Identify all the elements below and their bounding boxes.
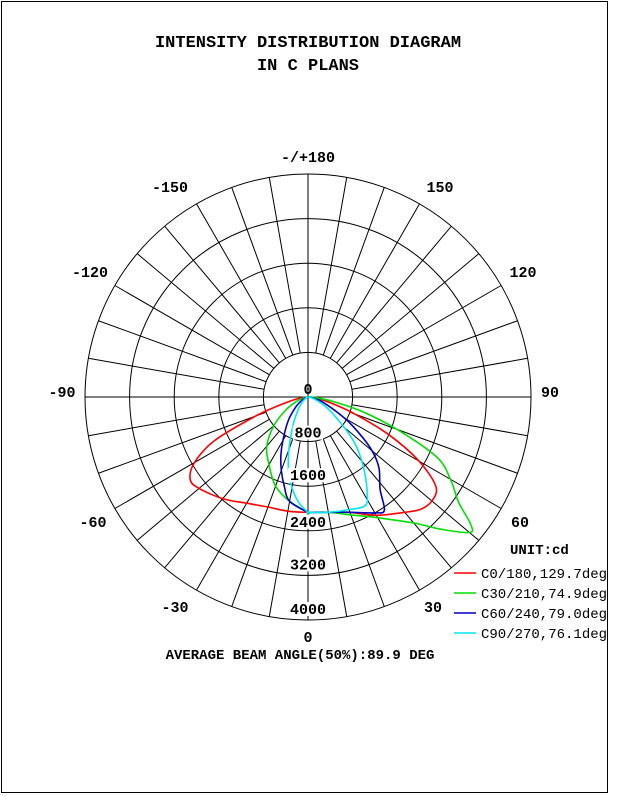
- angle-label: -90: [48, 385, 75, 402]
- angle-label: -120: [72, 265, 108, 282]
- radial-tick-bg: [288, 468, 328, 483]
- grid-spoke: [268, 177, 301, 354]
- radial-tick-label: 3200: [290, 557, 326, 574]
- radial-tick-label: 800: [294, 426, 321, 443]
- grid-spoke: [164, 225, 280, 364]
- grid-spoke: [88, 404, 265, 437]
- grid-spoke: [341, 253, 480, 369]
- grid-spoke: [136, 253, 275, 369]
- legend-entry: C90/270,76.1deg: [481, 627, 607, 643]
- footer-beam-angle: AVERAGE BEAM ANGLE(50%):89.9 DEG: [166, 648, 435, 664]
- grid-spoke: [336, 225, 452, 364]
- chart-title-line-2: IN C PLANS: [257, 57, 359, 76]
- angle-label: -60: [79, 515, 106, 532]
- grid-spoke: [329, 203, 420, 359]
- radial-tick-label: 4000: [290, 602, 326, 619]
- grid-spoke: [164, 430, 280, 569]
- radial-tick-label: 2400: [290, 515, 326, 532]
- grid-spoke: [114, 418, 270, 509]
- curves: [189, 396, 474, 534]
- grid-spoke: [341, 425, 480, 541]
- radial-tick-bg: [292, 425, 324, 440]
- angle-label: 120: [509, 265, 536, 282]
- grid-spoke: [98, 411, 267, 474]
- grid-spoke: [322, 187, 385, 356]
- series-curve-1: [265, 396, 474, 534]
- grid-spoke: [231, 187, 294, 356]
- radial-tick-label: 1600: [290, 468, 326, 485]
- grid-spoke: [196, 203, 287, 359]
- legend: C0/180,129.7deg C30/210,74.9deg C60/240,79…: [454, 567, 607, 643]
- angle-label: -/+180: [281, 150, 335, 167]
- series-curve-3: [287, 396, 369, 514]
- grid-spoke: [351, 404, 528, 437]
- grid-spoke: [322, 438, 385, 607]
- radial-tick-bg: [288, 602, 328, 616]
- angle-label: -30: [161, 600, 188, 617]
- grid-spoke: [336, 430, 452, 569]
- unit-label: UNIT:cd: [510, 543, 569, 559]
- legend-entry: C30/210,74.9deg: [481, 587, 607, 603]
- grid-spoke: [346, 418, 502, 509]
- grid-spoke: [136, 425, 275, 541]
- grid-spoke: [346, 285, 502, 376]
- grid-spoke: [349, 320, 518, 383]
- angle-label: 0: [303, 630, 312, 647]
- polar-grid: [84, 173, 532, 621]
- angle-label: 90: [541, 385, 559, 402]
- grid-spoke: [88, 357, 265, 390]
- grid-spoke: [98, 320, 267, 383]
- radial-tick-bg: [288, 557, 328, 572]
- legend-entry: C60/240,79.0deg: [481, 607, 607, 623]
- grid-spoke: [231, 438, 294, 607]
- legend-entry: C0/180,129.7deg: [481, 567, 607, 583]
- series-curve-0: [189, 396, 438, 517]
- grid-spoke: [351, 357, 528, 390]
- angle-label: 150: [426, 180, 453, 197]
- angle-label: 30: [424, 600, 442, 617]
- angle-label: 60: [511, 515, 529, 532]
- angle-label: -150: [152, 180, 188, 197]
- radial-tick-label: 0: [303, 382, 312, 399]
- labels: 0 800 1600 2400 3200 4000 -/+180 150 -150 120 -120…: [48, 150, 559, 647]
- radial-tick-bg: [288, 514, 328, 529]
- chart-frame: [1, 1, 608, 793]
- grid-spoke: [196, 435, 287, 591]
- grid-spoke: [315, 177, 348, 354]
- grid-spoke: [349, 411, 518, 474]
- grid-spoke: [114, 285, 270, 376]
- chart-title-line-1: INTENSITY DISTRIBUTION DIAGRAM: [155, 34, 461, 53]
